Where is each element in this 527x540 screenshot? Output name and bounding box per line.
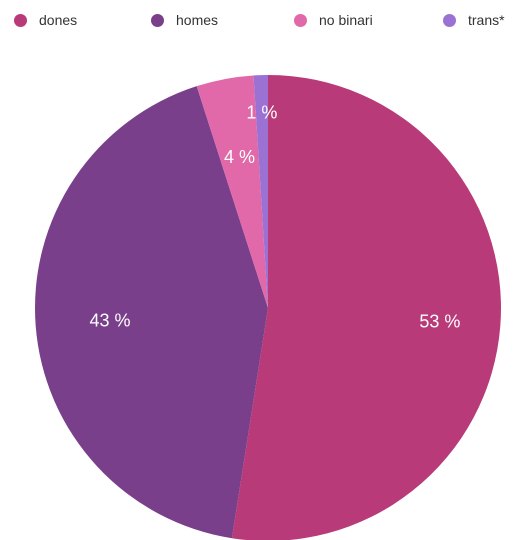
legend-label-no-binari: no binari <box>319 12 373 28</box>
legend-item-dones[interactable]: dones <box>14 10 77 30</box>
data-label-homes: 43 % <box>90 310 131 330</box>
legend-label-dones: dones <box>39 12 78 28</box>
legend-swatch-dones <box>14 13 27 27</box>
legend-swatch-homes <box>151 13 164 27</box>
legend-item-homes[interactable]: homes <box>151 10 218 30</box>
pie-slice-homes[interactable] <box>34 86 269 539</box>
pie-slice-no-binari[interactable] <box>196 75 268 308</box>
data-label-no-binari: 4 % <box>224 147 255 167</box>
data-label-dones: 53 % <box>419 311 460 331</box>
pie-slice-dones[interactable] <box>231 75 501 540</box>
legend-item-trans[interactable]: trans* <box>443 10 505 30</box>
legend-item-no-binari[interactable]: no binari <box>294 10 373 30</box>
legend-swatch-no-binari <box>294 13 307 27</box>
chart-legend: dones homes no binari trans* <box>0 0 527 40</box>
pie-slice-trans[interactable] <box>253 75 268 308</box>
legend-swatch-trans <box>443 13 456 27</box>
legend-label-homes: homes <box>176 12 219 28</box>
legend-label-trans: trans* <box>468 12 505 28</box>
data-label-trans: 1 % <box>246 102 277 122</box>
